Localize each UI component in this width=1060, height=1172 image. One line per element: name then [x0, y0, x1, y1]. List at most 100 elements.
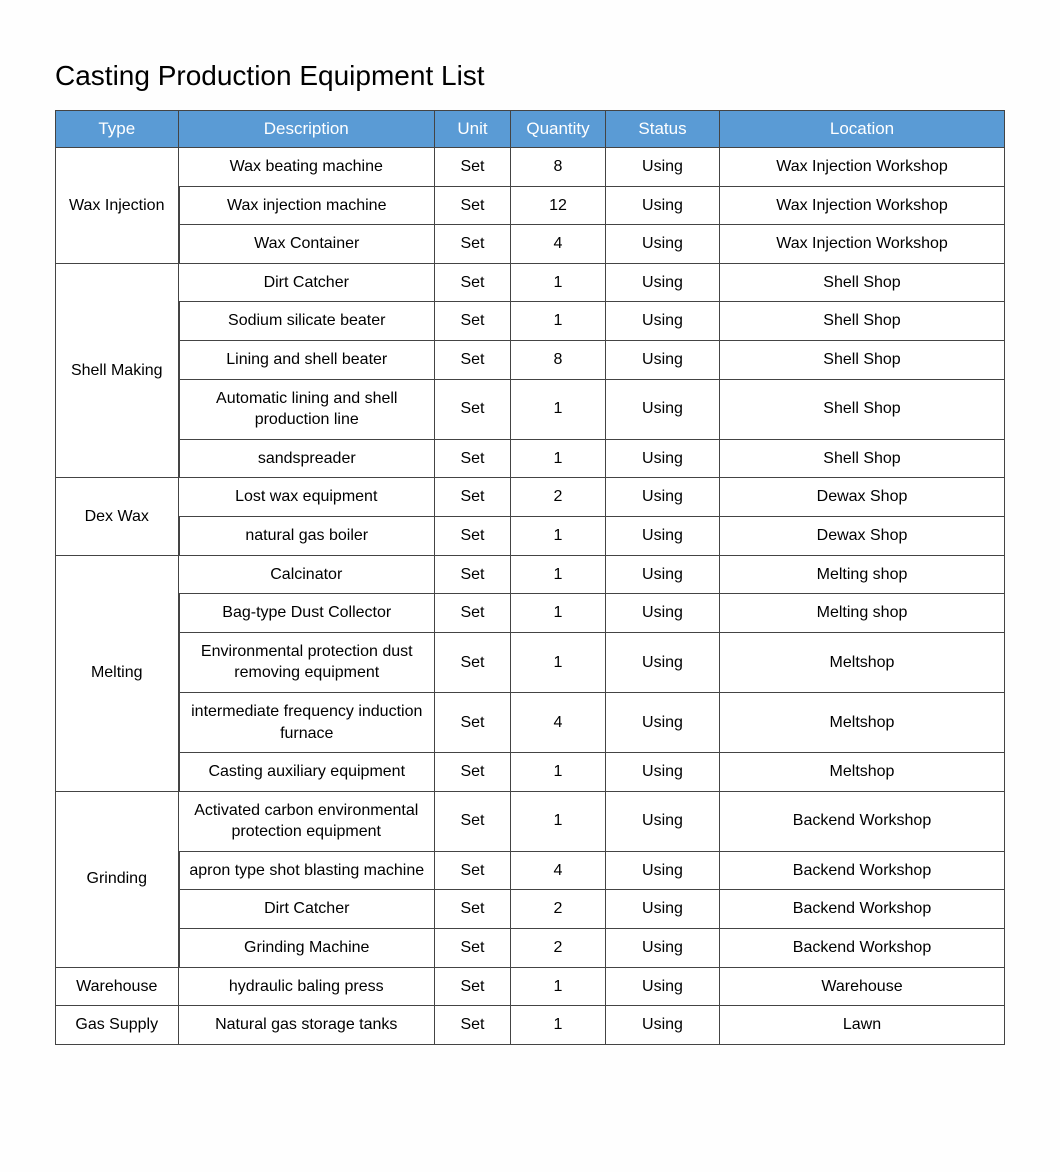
table-row: Automatic lining and shell production li…	[55, 380, 1005, 440]
table-header-row: Type Description Unit Quantity Status Lo…	[55, 110, 1005, 148]
table-row: MeltingCalcinatorSet1UsingMelting shop	[55, 556, 1005, 595]
cell-location: Backend Workshop	[720, 792, 1005, 852]
table-row: Gas SupplyNatural gas storage tanksSet1U…	[55, 1006, 1005, 1045]
cell-description: Dirt Catcher	[179, 890, 436, 929]
cell-status: Using	[606, 440, 720, 479]
cell-location: Backend Workshop	[720, 890, 1005, 929]
cell-location: Dewax Shop	[720, 517, 1005, 556]
cell-description: Wax Container	[179, 225, 436, 264]
cell-quantity: 1	[511, 440, 606, 479]
cell-type: Melting	[55, 556, 179, 792]
cell-quantity: 1	[511, 633, 606, 693]
cell-location: Shell Shop	[720, 440, 1005, 479]
col-header-description: Description	[179, 110, 436, 148]
cell-location: Dewax Shop	[720, 478, 1005, 517]
cell-status: Using	[606, 148, 720, 187]
cell-unit: Set	[435, 478, 511, 517]
cell-quantity: 4	[511, 693, 606, 753]
cell-description: Wax injection machine	[179, 187, 436, 226]
cell-quantity: 1	[511, 380, 606, 440]
cell-description: Casting auxiliary equipment	[179, 753, 436, 792]
cell-location: Meltshop	[720, 753, 1005, 792]
cell-status: Using	[606, 693, 720, 753]
cell-quantity: 12	[511, 187, 606, 226]
cell-location: Shell Shop	[720, 380, 1005, 440]
table-row: Environmental protection dust removing e…	[55, 633, 1005, 693]
table-row: Casting auxiliary equipmentSet1UsingMelt…	[55, 753, 1005, 792]
cell-status: Using	[606, 594, 720, 633]
cell-unit: Set	[435, 225, 511, 264]
cell-unit: Set	[435, 187, 511, 226]
cell-quantity: 1	[511, 517, 606, 556]
cell-description: Activated carbon environmental protectio…	[179, 792, 436, 852]
cell-status: Using	[606, 225, 720, 264]
cell-quantity: 4	[511, 852, 606, 891]
table-row: apron type shot blasting machineSet4Usin…	[55, 852, 1005, 891]
cell-description: intermediate frequency induction furnace	[179, 693, 436, 753]
table-row: Dirt CatcherSet2UsingBackend Workshop	[55, 890, 1005, 929]
cell-location: Meltshop	[720, 633, 1005, 693]
cell-quantity: 8	[511, 341, 606, 380]
cell-description: Environmental protection dust removing e…	[179, 633, 436, 693]
cell-location: Melting shop	[720, 594, 1005, 633]
cell-description: Bag-type Dust Collector	[179, 594, 436, 633]
cell-status: Using	[606, 968, 720, 1007]
table-row: natural gas boilerSet1UsingDewax Shop	[55, 517, 1005, 556]
cell-unit: Set	[435, 633, 511, 693]
cell-unit: Set	[435, 693, 511, 753]
cell-status: Using	[606, 792, 720, 852]
cell-unit: Set	[435, 968, 511, 1007]
cell-location: Shell Shop	[720, 264, 1005, 303]
cell-location: Backend Workshop	[720, 929, 1005, 968]
cell-quantity: 2	[511, 929, 606, 968]
cell-description: Lining and shell beater	[179, 341, 436, 380]
cell-status: Using	[606, 633, 720, 693]
cell-quantity: 4	[511, 225, 606, 264]
col-header-status: Status	[606, 110, 720, 148]
cell-status: Using	[606, 264, 720, 303]
cell-status: Using	[606, 753, 720, 792]
cell-type: Warehouse	[55, 968, 179, 1007]
cell-unit: Set	[435, 440, 511, 479]
cell-type: Grinding	[55, 792, 179, 968]
cell-unit: Set	[435, 264, 511, 303]
cell-unit: Set	[435, 753, 511, 792]
cell-location: Wax Injection Workshop	[720, 148, 1005, 187]
cell-description: sandspreader	[179, 440, 436, 479]
cell-status: Using	[606, 890, 720, 929]
table-row: Bag-type Dust CollectorSet1UsingMelting …	[55, 594, 1005, 633]
cell-description: Grinding Machine	[179, 929, 436, 968]
cell-quantity: 1	[511, 556, 606, 595]
table-row: sandspreaderSet1UsingShell Shop	[55, 440, 1005, 479]
cell-location: Lawn	[720, 1006, 1005, 1045]
cell-unit: Set	[435, 302, 511, 341]
cell-description: natural gas boiler	[179, 517, 436, 556]
cell-description: Sodium silicate beater	[179, 302, 436, 341]
cell-location: Backend Workshop	[720, 852, 1005, 891]
cell-unit: Set	[435, 852, 511, 891]
cell-status: Using	[606, 341, 720, 380]
cell-status: Using	[606, 302, 720, 341]
cell-description: Wax beating machine	[179, 148, 436, 187]
cell-status: Using	[606, 929, 720, 968]
cell-status: Using	[606, 1006, 720, 1045]
cell-description: apron type shot blasting machine	[179, 852, 436, 891]
cell-description: Calcinator	[179, 556, 436, 595]
equipment-table: Type Description Unit Quantity Status Lo…	[55, 110, 1005, 1045]
cell-location: Wax Injection Workshop	[720, 225, 1005, 264]
cell-status: Using	[606, 187, 720, 226]
cell-unit: Set	[435, 929, 511, 968]
cell-quantity: 1	[511, 302, 606, 341]
table-row: Shell MakingDirt CatcherSet1UsingShell S…	[55, 264, 1005, 303]
table-row: Wax injection machineSet12UsingWax Injec…	[55, 187, 1005, 226]
table-row: Grinding MachineSet2UsingBackend Worksho…	[55, 929, 1005, 968]
table-row: Wax ContainerSet4UsingWax Injection Work…	[55, 225, 1005, 264]
col-header-type: Type	[55, 110, 179, 148]
cell-quantity: 1	[511, 968, 606, 1007]
col-header-unit: Unit	[435, 110, 511, 148]
cell-quantity: 1	[511, 1006, 606, 1045]
cell-status: Using	[606, 517, 720, 556]
cell-status: Using	[606, 478, 720, 517]
cell-location: Meltshop	[720, 693, 1005, 753]
table-row: GrindingActivated carbon environmental p…	[55, 792, 1005, 852]
